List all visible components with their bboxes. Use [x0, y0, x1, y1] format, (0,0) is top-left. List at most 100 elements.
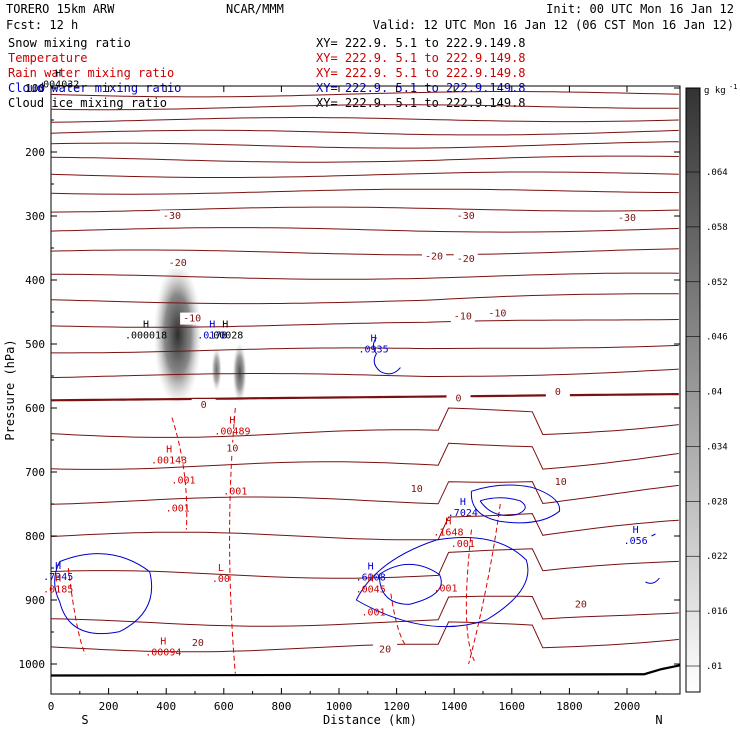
extremum-value: .0935: [359, 345, 389, 356]
temperature-label-bg: [615, 212, 639, 225]
x-tick-label: 400: [156, 700, 176, 713]
x-tick-label: 1800: [556, 700, 583, 713]
temperature-contour: [50, 248, 679, 256]
init-time: Init: 00 UTC Mon 16 Jan 12: [546, 2, 734, 16]
y-tick-label: 200: [25, 146, 45, 159]
extremum-value: .0178: [197, 331, 227, 342]
temperature-label-bg: [373, 643, 398, 656]
temperature-label: 0: [555, 387, 561, 398]
temperature-contour: [50, 407, 679, 438]
colorbar-tick-label: .016: [706, 607, 728, 617]
legend-name-snow: Snow mixing ratio: [8, 36, 131, 50]
temperature-label: 10: [555, 477, 567, 488]
temperature-contour: [50, 141, 679, 149]
x-tick-label: 1600: [499, 700, 526, 713]
extremum-mark: H: [445, 517, 451, 528]
x-axis-north-label: N: [655, 713, 662, 727]
y-tick-label: 700: [25, 466, 45, 479]
temperature-label: -10: [488, 308, 506, 319]
temperature-label: -20: [425, 252, 443, 263]
extremum-value: .004032: [37, 80, 79, 91]
colorbar-tick-label: .028: [706, 497, 728, 507]
cloud-water-contour: [355, 537, 529, 628]
temperature-contour: [50, 227, 679, 233]
extremum-mark: H: [166, 444, 172, 455]
rain-water-contours: [67, 407, 501, 674]
temperature-contour: [51, 272, 679, 280]
temperature-label: 20: [575, 600, 587, 611]
rain-value-label: .001: [171, 476, 195, 487]
rain-value-label: .001: [362, 607, 386, 618]
x-axis-south-label: S: [81, 713, 88, 727]
x-tick-label: 200: [99, 700, 119, 713]
extremum-value: .00028: [207, 331, 243, 342]
temperature-contour: [50, 104, 679, 111]
snow-mixing-ratio-shading: [153, 262, 247, 407]
snow-blob: [153, 262, 202, 407]
colorbar-tick-label: .052: [706, 278, 728, 288]
x-axis: 0 200 400 600 800 1000 1200 1400 1600 1800 2000: [48, 86, 657, 713]
temperature-label-bg: [165, 256, 190, 269]
forecast-hour: Fcst: 12 h: [6, 18, 78, 32]
colorbar-tick-label: .046: [706, 333, 728, 343]
temperature-label-bg: [485, 307, 510, 320]
colorbar-tick-label: .022: [706, 552, 728, 562]
extremum-mark: H: [222, 320, 228, 331]
snow-blob: [211, 347, 222, 392]
extremum-value: .1648: [433, 528, 463, 539]
temperature-contour-labels: -30 -30 -30 -20 -20 -20 -10 -10 -10 0 0 0 10 10 10 20 20…: [159, 210, 639, 656]
colorbar-tick-label: .04: [706, 388, 722, 398]
temperature-contour: [50, 595, 679, 627]
cloud-water-contour: [372, 337, 401, 375]
x-axis-label: Distance (km): [323, 713, 417, 727]
temperature-label-bg: [422, 250, 447, 263]
temperature-label: -10: [454, 312, 472, 323]
y-tick-label: 600: [25, 402, 45, 415]
colorbar-unit: g kg: [704, 86, 726, 96]
temperature-label: 20: [379, 644, 391, 655]
colorbar-ticks: .01 .016 .022 .028 .034 .04 .046 .052 .058 .064: [686, 168, 728, 672]
colorbar-tick-label: .058: [706, 223, 728, 233]
temperature-contour: [50, 171, 679, 178]
temperature-label-bg: [548, 475, 573, 488]
y-tick-label: 900: [25, 594, 45, 607]
model-title: TORERO 15km ARW: [6, 2, 115, 16]
cloud-water-contour: [470, 484, 560, 524]
cloud-water-contour: [378, 564, 442, 605]
temperature-contour: [50, 621, 679, 653]
temperature-label: 0: [201, 400, 207, 411]
temperature-contour: [50, 155, 679, 163]
legend-xy-rain: XY= 222.9. 5.1 to 222.9.149.8: [316, 66, 526, 80]
temperature-label: 10: [411, 484, 423, 495]
valid-time: Valid: 12 UTC Mon 16 Jan 12 (06 CST Mon …: [373, 18, 734, 32]
temperature-contour: [50, 513, 679, 541]
plot-frame: [50, 85, 681, 695]
temperature-label-bg: [191, 399, 216, 411]
field-legend: Snow mixing ratio XY= 222.9. 5.1 to 222.…: [8, 36, 526, 110]
extremum-value: .7345: [43, 572, 73, 583]
temperature-label: 20: [192, 638, 204, 649]
cloud-water-contour: [54, 553, 153, 635]
cloud-water-contour: [479, 497, 526, 516]
legend-name-rain: Rain water mixing ratio: [8, 66, 174, 80]
temperature-contour: [51, 344, 679, 354]
temperature-label-bg: [453, 210, 478, 223]
legend-xy-cloud-ice: XY= 222.9. 5.1 to 222.9.149.8: [316, 96, 526, 110]
temperature-label-bg: [453, 253, 478, 266]
colorbar-tick-label: .064: [706, 168, 728, 178]
temperature-label-bg: [159, 210, 184, 223]
y-tick-label: 400: [25, 274, 45, 287]
extremum-mark: L: [218, 563, 224, 574]
center-title: NCAR/MMM: [226, 2, 284, 16]
extremum-mark: H: [143, 320, 149, 331]
extremum-value: .000018: [125, 331, 167, 342]
extremum-mark: H: [460, 497, 466, 508]
colorbar-unit-exponent: -1: [729, 83, 737, 91]
temperature-label-bg: [446, 392, 471, 405]
extremum-mark: H: [55, 574, 61, 585]
rain-value-labels: .001 .001 .001 .001 .001 .001: [166, 476, 475, 619]
y-tick-label: 300: [25, 210, 45, 223]
extremum-value: .00094: [145, 647, 181, 658]
terrain-line: [50, 664, 681, 677]
